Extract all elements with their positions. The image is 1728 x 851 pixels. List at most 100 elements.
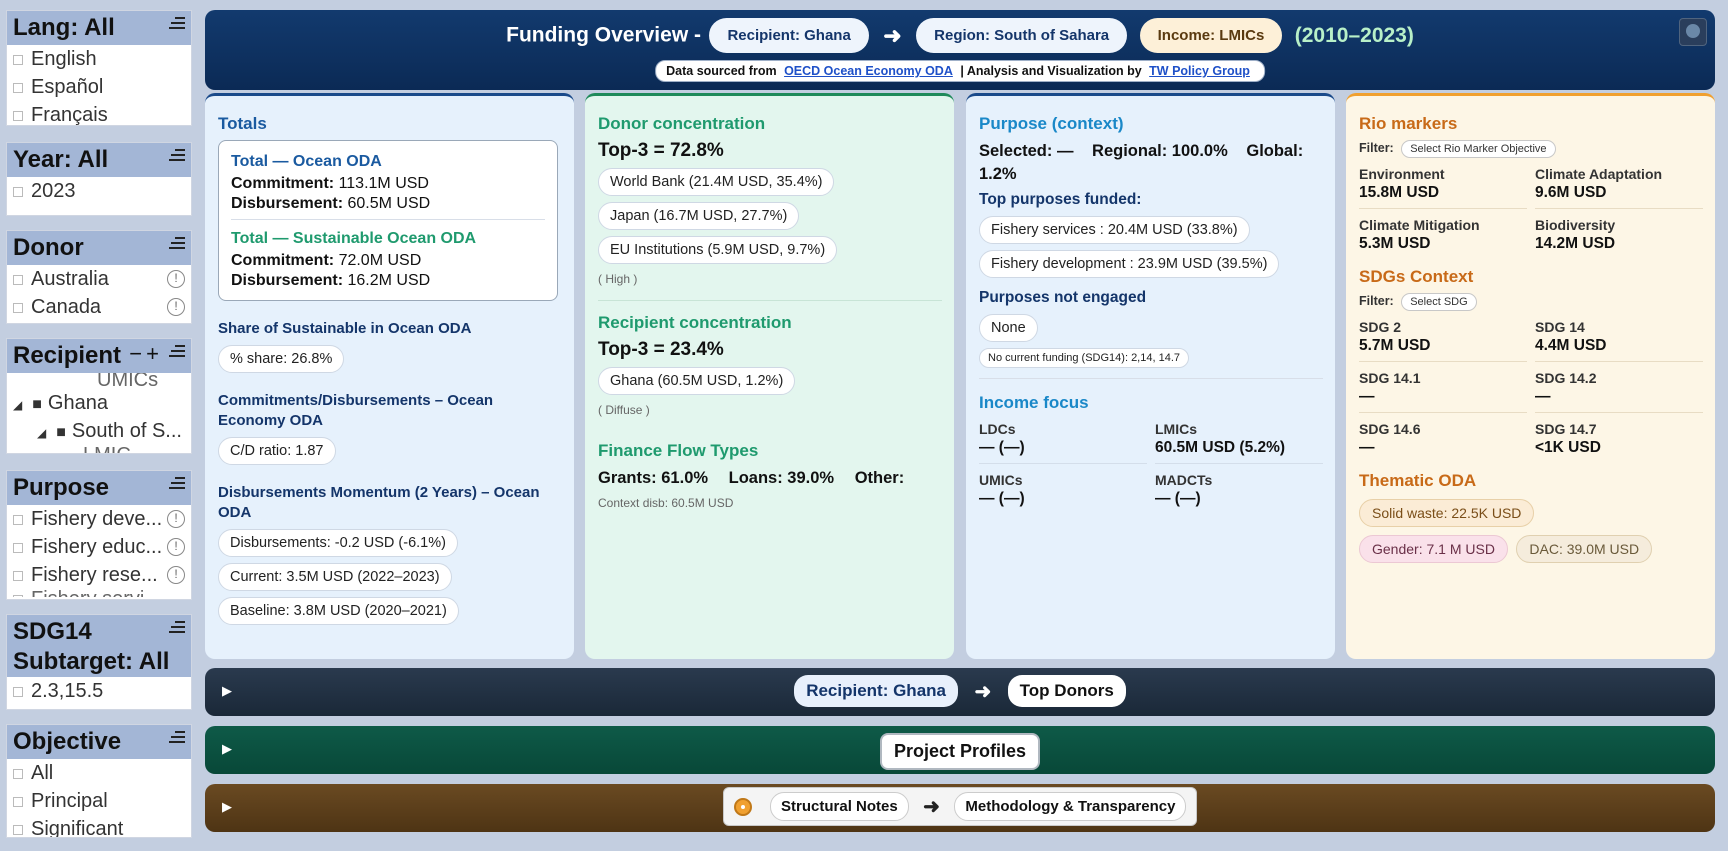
page-title: Funding Overview - [506,23,701,47]
sustainable-oda-title: Total — Sustainable Ocean ODA [231,230,477,247]
slicer-option-cut[interactable]: LMIC... [13,445,185,453]
sdg-filter-button[interactable]: Select SDG [1401,293,1477,311]
rio-cell: Biodiversity 14.2M USD [1535,217,1616,252]
methodology-button[interactable]: Methodology & Transparency [954,792,1187,821]
donor-chips: World Bank (21.4M USD, 35.4%) Japan (16.… [598,168,942,264]
checkbox[interactable] [13,302,23,313]
methodology-section[interactable]: ▶ Structural Notes ➜ Methodology & Trans… [205,784,1715,832]
tree-expand-icon[interactable]: ◢ [13,398,23,412]
recipient-chip[interactable]: Recipient: Ghana [794,675,958,707]
expand-toggle-icon[interactable]: ▶ [222,741,232,756]
menu-icon[interactable] [169,17,185,31]
menu-icon[interactable] [169,237,185,251]
expand-toggle-icon[interactable]: ▶ [222,683,232,698]
slicer-title: Objective [13,728,122,755]
funding-overview-header: Funding Overview - Recipient: Ghana ➜ Re… [205,10,1715,90]
slicer-objective[interactable]: Objective All Principal Significant [6,724,192,838]
slicer-option[interactable]: 2.3,15.5 [13,677,185,705]
slicer-option[interactable]: Fishery educ...! [13,533,185,561]
loans-value: Loans: 39.0% [728,469,835,487]
checkbox[interactable] [13,542,23,553]
info-icon[interactable]: ! [167,298,185,316]
slicer-option[interactable]: Fishery rese...! [13,561,185,589]
info-icon[interactable]: ! [167,270,185,288]
tree-node-ghana[interactable]: ◢ ■ Ghana [13,392,108,414]
expand-collapse-icons[interactable]: −+ [129,341,163,366]
rio-filter-button[interactable]: Select Rio Marker Objective [1401,140,1556,158]
slicer-option[interactable]: Fishery deve...! [13,505,185,533]
tw-policy-link[interactable]: TW Policy Group [1149,64,1250,78]
checkbox[interactable] [13,570,23,581]
tree-node-region[interactable]: ◢ ■ South of S... [37,420,182,442]
menu-icon[interactable] [169,477,185,491]
checkbox[interactable] [13,686,23,697]
donor-chip: World Bank (21.4M USD, 35.4%) [598,168,835,196]
project-profiles-section[interactable]: ▶ Project Profiles [205,726,1715,774]
top-donors-section[interactable]: ▶ Recipient: Ghana ➜ Top Donors [205,668,1715,716]
slicer-year[interactable]: Year: All 2023 [6,142,192,216]
rio-cell: Climate Adaptation 9.6M USD [1535,166,1703,209]
sdg-cell: SDG 2 5.7M USD [1359,319,1527,362]
top-donors-button[interactable]: Top Donors [1007,675,1126,707]
slicer-purpose[interactable]: Purpose Fishery deve...! Fishery educ...… [6,470,192,600]
checkbox[interactable] [13,82,23,93]
recipient-chip: Ghana (60.5M USD, 1.2%) [598,367,796,395]
oecd-link[interactable]: OECD Ocean Economy ODA [784,64,953,78]
slicer-option[interactable]: Australia! [13,265,185,293]
income-pill[interactable]: Income: LMICs [1139,18,1283,53]
slicer-option-cut[interactable]: Fishery servi... [13,589,185,597]
purpose-card: Purpose (context) Selected: — Regional: … [966,93,1335,659]
menu-icon[interactable] [169,149,185,163]
no-funding-chip: No current funding (SDG14): 2,14, 14.7 [979,348,1189,368]
structural-notes-button[interactable]: Structural Notes [770,792,909,821]
slicer-donor[interactable]: Donor Australia! Canada! [6,230,192,324]
checkbox[interactable] [13,186,23,197]
info-icon[interactable]: ! [167,566,185,584]
slicer-option[interactable]: Español [13,73,185,101]
menu-icon[interactable] [169,621,185,635]
share-chip: % share: 26.8% [218,345,345,373]
info-icon[interactable]: ! [167,538,185,556]
donor-concentration-level: ( High ) [598,272,638,286]
menu-icon[interactable] [169,345,185,359]
slicer-recipient[interactable]: Recipient −+ UMICs ◢ ■ Ghana ◢ ■ South of S.… [6,338,192,454]
thematic-chips: Gender: 7.1 M USD DAC: 39.0M USD [1359,527,1703,563]
checkbox[interactable] [13,54,23,65]
income-cell-umics: UMICs — (—) [979,472,1025,507]
sdgs-context-title: SDGs Context [1359,267,1474,286]
checkbox[interactable] [13,768,23,779]
arrow-icon: ➜ [974,680,992,703]
checkbox[interactable] [13,514,23,525]
finance-flow-values: Grants: 61.0% Loans: 39.0% Other: [598,469,942,488]
not-engaged-chips: None No current funding (SDG14): 2,14, 1… [979,314,1323,368]
expand-toggle-icon[interactable]: ▶ [222,799,232,814]
divider [598,300,942,301]
region-pill[interactable]: Region: South of Sahara [916,18,1128,53]
rio-markers-card: Rio markers Filter: Select Rio Marker Ob… [1346,93,1715,659]
slicer-option[interactable]: Français [13,101,185,125]
slicer-option[interactable]: Principal [13,787,185,815]
slicer-sdg14[interactable]: SDG14 Subtarget: All 2.3,15.5 [6,614,192,710]
tree-expand-icon[interactable]: ◢ [37,426,47,440]
checkbox[interactable] [13,594,23,597]
checkbox[interactable] [13,796,23,807]
slicer-title: Donor [13,234,84,261]
slicer-option[interactable]: All [13,759,185,787]
slicer-lang[interactable]: Lang: All English Español Français [6,10,192,126]
rio-cell: Climate Mitigation 5.3M USD [1359,217,1480,252]
menu-icon[interactable] [169,731,185,745]
checkbox[interactable] [13,824,23,835]
slicer-option[interactable]: Significant [13,815,185,837]
cd-ratio-title: Commitments/Disbursements – Ocean Econom… [218,392,494,429]
checkbox[interactable] [13,110,23,121]
slicer-option-cut[interactable]: UMICs [97,373,159,389]
income-cell-madcts: MADCTs — (—) [1155,472,1213,507]
slicer-option[interactable]: Canada! [13,293,185,321]
slicer-option[interactable]: 2023 [13,177,185,205]
slicer-option[interactable]: English [13,45,185,73]
info-icon[interactable]: ! [167,510,185,528]
recipient-pill[interactable]: Recipient: Ghana [709,18,869,53]
checkbox[interactable] [13,274,23,285]
project-profiles-button[interactable]: Project Profiles [879,733,1041,770]
momentum-title: Disbursements Momentum (2 Years) – Ocean… [218,484,540,521]
